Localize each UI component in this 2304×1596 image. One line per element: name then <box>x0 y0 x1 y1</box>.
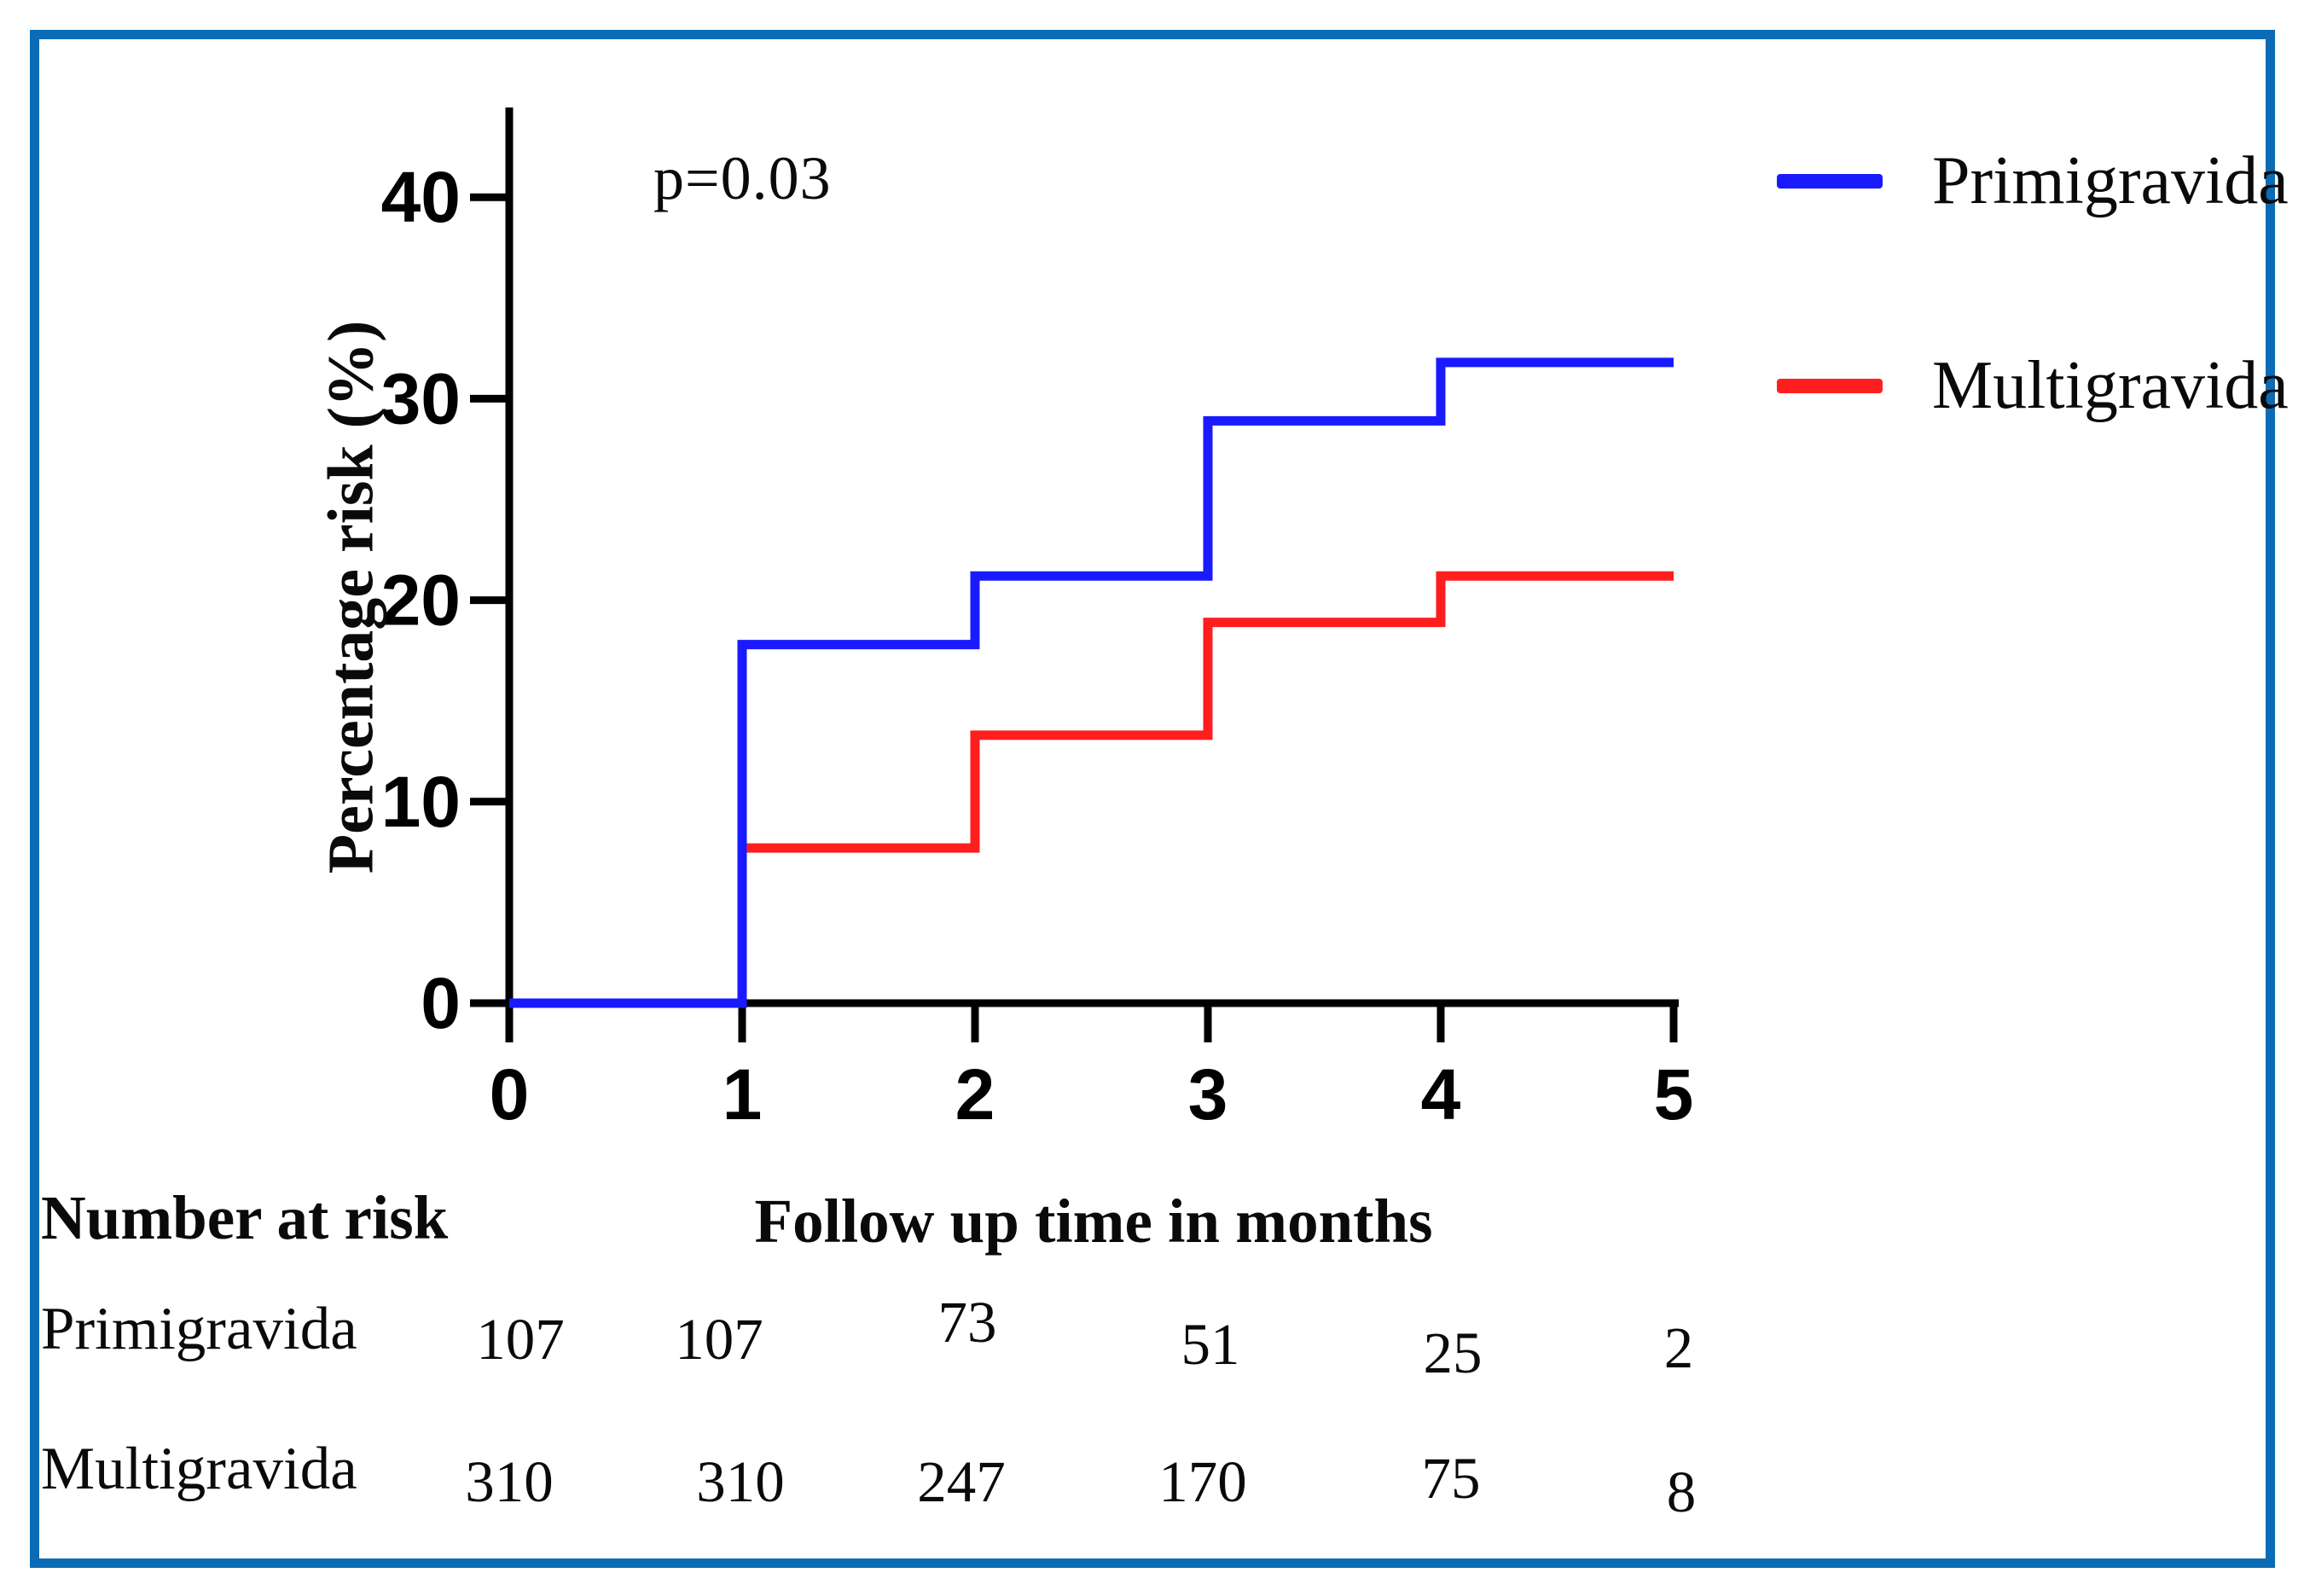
at-risk-value-primigravida-month-0: 107 <box>476 1307 565 1372</box>
at-risk-value-primigravida-month-3: 51 <box>1181 1312 1240 1377</box>
at-risk-value-primigravida-month-2: 73 <box>937 1290 997 1355</box>
p-value-annotation: p=0.03 <box>653 144 832 212</box>
y-tick-label: 0 <box>421 963 461 1043</box>
x-tick-label: 5 <box>1654 1054 1694 1135</box>
legend-line-swatch-red <box>1777 378 1883 393</box>
legend-label-primigravida: Primigravida <box>1932 143 2289 218</box>
legend-line-swatch-blue <box>1777 173 1883 189</box>
at-risk-value-primigravida-month-1: 107 <box>675 1307 763 1372</box>
legend-label-multigravida: Multigravida <box>1932 348 2289 423</box>
y-tick-label: 10 <box>381 762 461 842</box>
at-risk-value-primigravida-month-4: 25 <box>1423 1320 1483 1385</box>
x-axis-title: Follow up time in months <box>754 1187 1433 1256</box>
at-risk-value-primigravida-month-5: 2 <box>1663 1315 1694 1380</box>
series-line-multigravida <box>737 571 1674 1003</box>
y-axis-title: Percentage risk (%) <box>315 320 387 874</box>
at-risk-value-multigravida-month-1: 310 <box>696 1449 785 1514</box>
at-risk-value-multigravida-month-4: 75 <box>1421 1446 1481 1511</box>
at-risk-value-multigravida-month-5: 8 <box>1666 1460 1697 1524</box>
at-risk-value-multigravida-month-2: 247 <box>917 1449 1006 1514</box>
x-tick-label: 1 <box>723 1054 763 1135</box>
at-risk-value-multigravida-month-3: 170 <box>1158 1449 1247 1514</box>
y-tick-label: 20 <box>381 560 461 641</box>
legend-item-multigravida: Multigravida <box>1777 341 2289 430</box>
at-risk-row-label-multigravida: Multigravida <box>41 1436 357 1502</box>
x-tick-label: 3 <box>1188 1054 1228 1135</box>
legend-item-primigravida: Primigravida <box>1777 136 2289 225</box>
number-at-risk-title: Number at risk <box>41 1183 449 1252</box>
at-risk-value-multigravida-month-0: 310 <box>465 1449 554 1514</box>
y-tick-label: 40 <box>381 157 461 237</box>
figure-border <box>30 30 2275 1568</box>
x-tick-label: 4 <box>1421 1054 1461 1135</box>
series-line-primigravida <box>509 357 1674 1008</box>
at-risk-row-label-primigravida: Primigravida <box>41 1296 357 1362</box>
y-tick-label: 30 <box>381 358 461 438</box>
x-tick-label: 2 <box>955 1054 995 1135</box>
x-tick-label: 0 <box>490 1054 530 1135</box>
